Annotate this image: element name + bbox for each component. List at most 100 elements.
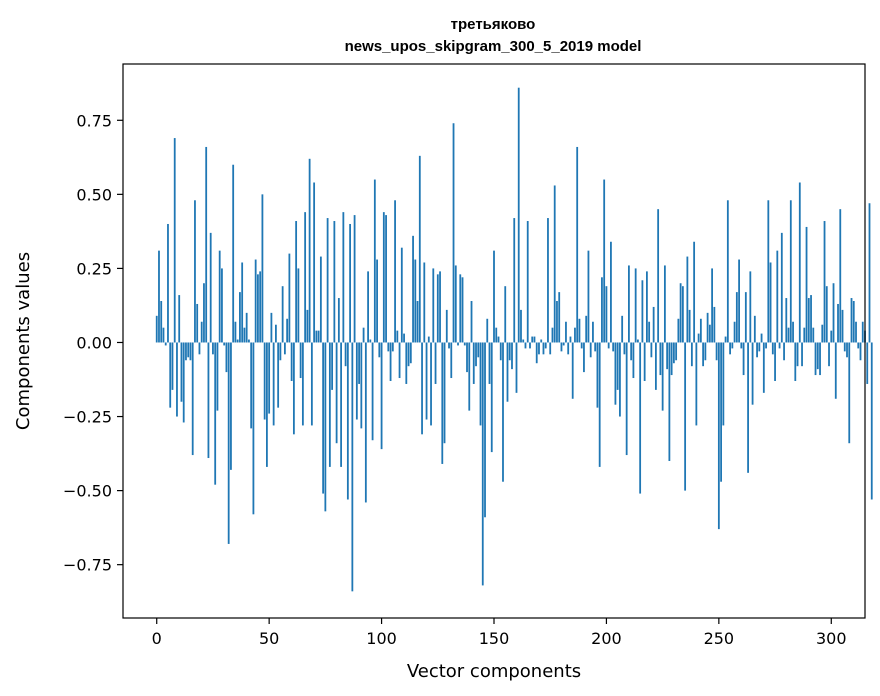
x-tick-label: 300 bbox=[816, 629, 847, 648]
bar bbox=[216, 342, 219, 411]
bar bbox=[740, 342, 743, 349]
bar bbox=[259, 271, 262, 343]
bar bbox=[776, 250, 779, 343]
y-tick-label: −0.25 bbox=[63, 408, 112, 427]
bar bbox=[371, 342, 374, 441]
bar bbox=[369, 339, 372, 343]
bar bbox=[708, 324, 711, 343]
bar bbox=[200, 321, 203, 343]
bar bbox=[535, 342, 538, 364]
bar bbox=[342, 212, 345, 343]
bar bbox=[610, 241, 612, 343]
bar bbox=[650, 342, 653, 358]
bar bbox=[380, 342, 383, 450]
bar bbox=[203, 283, 205, 343]
bar bbox=[841, 309, 844, 343]
x-axis-ticks: 0 50 100 150 200 250 300 bbox=[152, 618, 847, 648]
bar bbox=[726, 200, 729, 343]
bar bbox=[445, 309, 448, 343]
bar bbox=[418, 155, 421, 343]
bar bbox=[268, 342, 271, 414]
bar bbox=[457, 342, 459, 346]
bar bbox=[434, 342, 437, 384]
bar bbox=[661, 342, 664, 411]
x-axis-label: Vector components bbox=[407, 661, 581, 682]
bar bbox=[353, 215, 356, 343]
bar bbox=[234, 321, 237, 343]
bar bbox=[513, 218, 516, 343]
bar bbox=[616, 342, 619, 390]
bar bbox=[731, 342, 734, 349]
bar bbox=[724, 336, 727, 343]
bar bbox=[699, 318, 702, 343]
bar bbox=[378, 342, 381, 358]
bar bbox=[686, 256, 689, 343]
bar bbox=[562, 342, 565, 346]
bar bbox=[598, 342, 601, 467]
bar bbox=[526, 221, 529, 343]
bar bbox=[574, 327, 576, 343]
bar bbox=[832, 283, 835, 343]
bar bbox=[733, 321, 736, 343]
bar bbox=[825, 286, 828, 343]
bar bbox=[830, 330, 833, 343]
bar bbox=[295, 221, 298, 343]
bar bbox=[785, 298, 788, 343]
bar bbox=[270, 312, 273, 343]
bar bbox=[387, 342, 390, 352]
bar bbox=[373, 179, 376, 343]
bar bbox=[861, 321, 864, 343]
bar bbox=[612, 342, 615, 352]
bar bbox=[729, 342, 731, 355]
bar bbox=[549, 342, 552, 355]
bar bbox=[774, 342, 776, 381]
bar bbox=[158, 250, 160, 343]
bar bbox=[735, 292, 738, 343]
bar bbox=[857, 342, 860, 349]
bar bbox=[704, 342, 707, 361]
bar bbox=[475, 342, 477, 367]
bar bbox=[450, 342, 453, 379]
bar bbox=[596, 342, 599, 408]
bar bbox=[326, 218, 329, 343]
bar bbox=[191, 342, 194, 456]
bar bbox=[155, 315, 158, 343]
bar bbox=[547, 218, 549, 343]
bar bbox=[810, 295, 812, 343]
bar bbox=[515, 342, 518, 393]
bar bbox=[248, 339, 250, 343]
bar bbox=[254, 259, 257, 343]
y-tick-label: −0.50 bbox=[63, 482, 112, 501]
bar bbox=[389, 342, 392, 381]
bar bbox=[385, 215, 387, 343]
bar bbox=[176, 342, 178, 417]
bar bbox=[396, 330, 399, 343]
bar bbox=[355, 342, 358, 420]
bar bbox=[540, 339, 543, 343]
bar bbox=[828, 342, 830, 367]
bar bbox=[319, 256, 322, 343]
x-tick-label: 250 bbox=[704, 629, 735, 648]
bar bbox=[717, 342, 720, 530]
bar bbox=[221, 268, 223, 343]
bar bbox=[711, 268, 713, 343]
bar bbox=[792, 321, 794, 343]
bar bbox=[794, 342, 797, 381]
bar bbox=[780, 232, 783, 343]
bar bbox=[508, 342, 511, 361]
bar bbox=[495, 327, 498, 343]
bar bbox=[866, 342, 869, 384]
bar bbox=[205, 146, 208, 343]
bar bbox=[580, 342, 583, 349]
bar bbox=[227, 342, 230, 544]
bar bbox=[659, 342, 662, 376]
bar bbox=[484, 342, 486, 518]
bar bbox=[239, 292, 241, 343]
x-tick-label: 0 bbox=[152, 629, 162, 648]
bar bbox=[340, 342, 342, 467]
bar bbox=[567, 342, 570, 355]
bar bbox=[331, 342, 334, 390]
bar bbox=[603, 179, 606, 343]
bar bbox=[789, 200, 792, 343]
bar bbox=[688, 309, 691, 343]
